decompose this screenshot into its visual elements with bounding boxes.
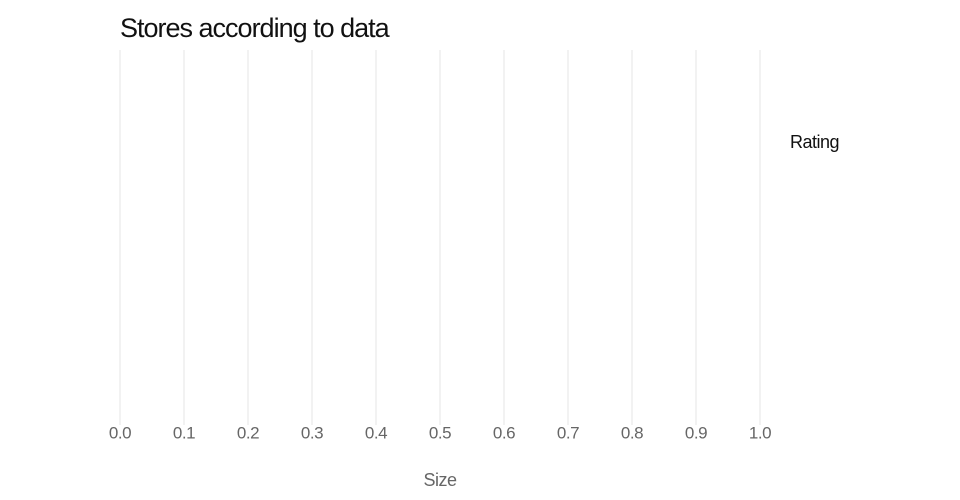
x-tick-label: 1.0 [749, 423, 771, 442]
x-tick-label: 0.7 [557, 423, 579, 442]
x-tick-label: 0.9 [685, 423, 707, 442]
x-tick-label: 0.4 [365, 423, 387, 442]
x-tick-label: 0.3 [301, 423, 323, 442]
x-tick-label: 0.2 [237, 423, 259, 442]
x-tick-label: 0.5 [429, 423, 451, 442]
x-tick-label: 0.8 [621, 423, 643, 442]
x-tick-label: 0.6 [493, 423, 515, 442]
legend-title: Rating [790, 132, 839, 152]
x-tick-label: 0.1 [173, 423, 195, 442]
x-tick-label: 0.0 [109, 423, 131, 442]
x-axis-label: Size [423, 470, 457, 490]
chart-title: Stores according to data [120, 13, 391, 43]
